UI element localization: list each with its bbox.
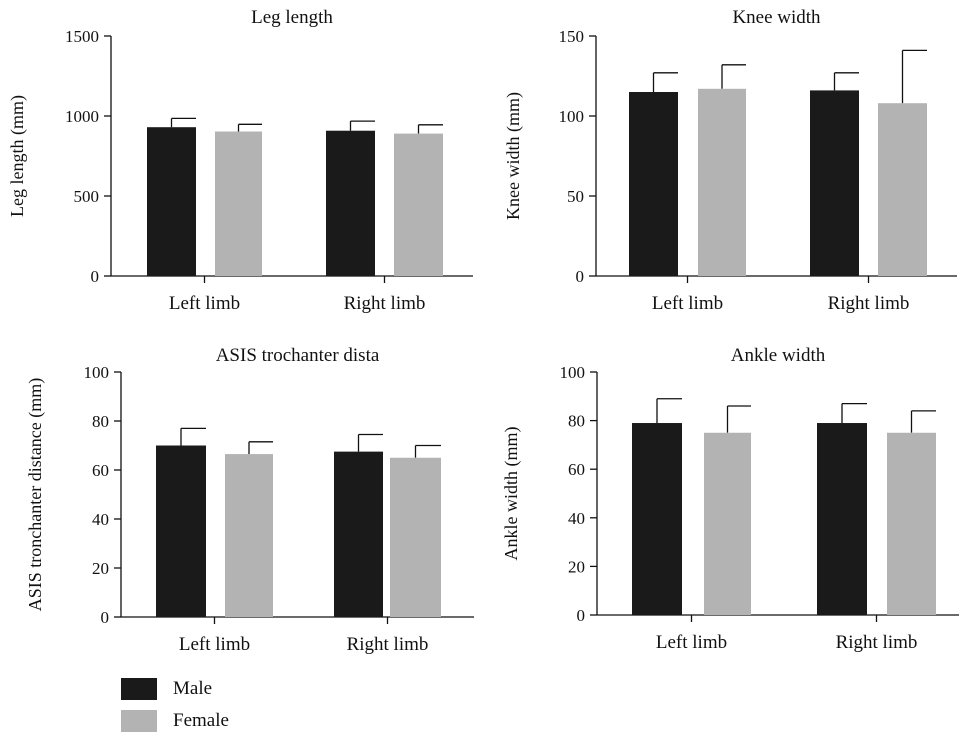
legend-item-male: Male — [121, 676, 229, 702]
x-tick-label: Right limb — [347, 634, 429, 655]
y-tick-label: 20 — [568, 557, 585, 576]
bar-female-left-limb — [704, 432, 751, 615]
chart-panel-3: 0 20 40 60 80 100 Left limb Right limb ASIS troc… — [25, 345, 474, 655]
x-tick-label: Right limb — [828, 293, 910, 314]
y-tick-label: 150 — [559, 27, 585, 46]
bar-male-left-limb — [147, 127, 196, 276]
chart-panel-4: 0 20 40 60 80 100 Left limb Right limb Ankle wid… — [501, 345, 959, 653]
y-tick-label: 100 — [559, 107, 585, 126]
bar-female-left-limb — [215, 131, 262, 276]
x-tick-label: Right limb — [836, 632, 918, 653]
bar-female-left-limb — [225, 454, 273, 617]
legend-item-female: Female — [121, 708, 229, 734]
bar-male-right-limb — [326, 130, 375, 276]
y-tick-label: 80 — [92, 412, 109, 431]
y-tick-label: 60 — [568, 460, 585, 479]
y-tick-label: 40 — [92, 510, 109, 529]
x-tick-label: Left limb — [652, 293, 723, 314]
bar-male-right-limb — [817, 423, 867, 615]
y-tick-label: 60 — [92, 461, 109, 480]
y-tick-label: 80 — [568, 412, 585, 431]
legend-swatch-male — [121, 678, 157, 700]
chart-title: Leg length — [251, 7, 333, 28]
legend-label-female: Female — [173, 710, 229, 731]
y-axis-label: Knee width (mm) — [503, 92, 524, 220]
y-axis-label: Leg length (mm) — [7, 95, 28, 217]
bar-male-right-limb — [334, 451, 383, 617]
bar-male-left-limb — [632, 423, 682, 615]
y-tick-label: 1500 — [65, 27, 99, 46]
bar-male-right-limb — [810, 90, 859, 277]
x-tick-label: Left limb — [656, 632, 727, 653]
bar-female-right-limb — [390, 457, 441, 617]
y-axis-label: ASIS tronchanter distance (mm) — [25, 378, 46, 611]
y-tick-label: 0 — [577, 606, 586, 625]
bar-male-left-limb — [629, 92, 678, 276]
bar-male-left-limb — [156, 445, 206, 617]
bar-female-right-limb — [878, 103, 927, 276]
y-tick-label: 50 — [567, 187, 584, 206]
x-tick-label: Left limb — [179, 634, 250, 655]
chart-title: Knee width — [732, 7, 821, 28]
chart-panel-1: 0 500 1000 1500 Left limb Right limb Leg lengt… — [7, 7, 473, 314]
chart-legend: Male Female — [121, 676, 229, 740]
y-tick-label: 500 — [74, 187, 100, 206]
y-tick-label: 100 — [560, 363, 586, 382]
y-tick-label: 40 — [568, 509, 585, 528]
y-axis-label: Ankle width (mm) — [501, 427, 522, 561]
y-tick-label: 0 — [576, 267, 585, 286]
y-tick-label: 0 — [101, 608, 110, 627]
y-tick-label: 0 — [91, 267, 100, 286]
bar-female-right-limb — [394, 133, 443, 276]
bar-female-right-limb — [887, 432, 936, 615]
bar-female-left-limb — [698, 88, 746, 276]
y-tick-label: 20 — [92, 559, 109, 578]
chart-title: Ankle width — [731, 345, 826, 366]
legend-label-male: Male — [173, 678, 213, 699]
y-tick-label: 1000 — [65, 107, 99, 126]
legend-swatch-female — [121, 710, 157, 732]
x-tick-label: Right limb — [344, 293, 426, 314]
y-tick-label: 100 — [84, 363, 110, 382]
chart-title: ASIS trochanter dista — [216, 345, 380, 366]
x-tick-label: Left limb — [169, 293, 240, 314]
chart-panel-2: 0 50 100 150 Left limb Right limb Knee width Kn… — [503, 7, 957, 314]
